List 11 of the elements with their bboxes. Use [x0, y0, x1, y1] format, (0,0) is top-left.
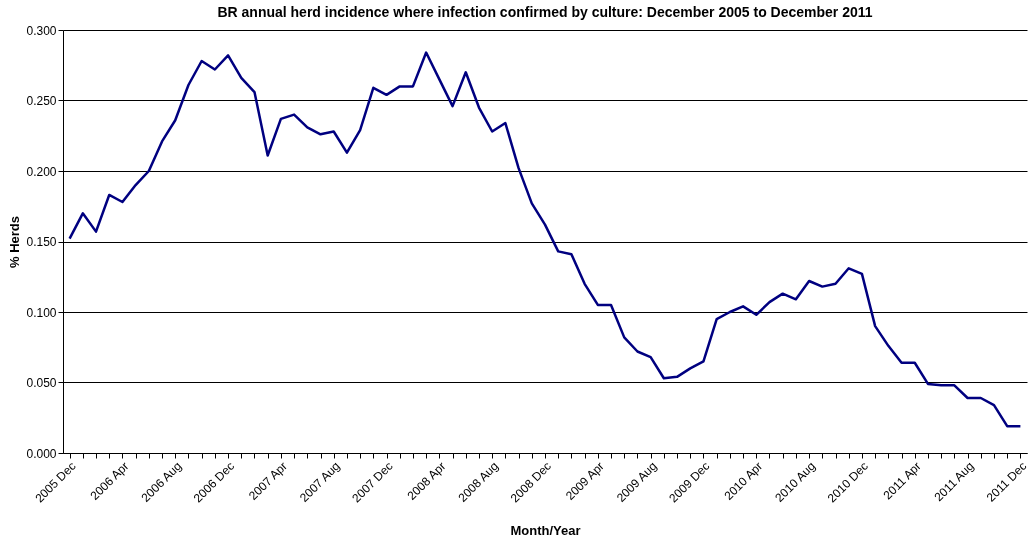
line-series: [68, 51, 1022, 428]
y-tick-label: 0.150: [26, 235, 57, 249]
y-tick-label: 0.100: [26, 305, 57, 320]
chart-title: BR annual herd incidence where infection confirmed by culture: December 2005 to December 2011: [217, 4, 873, 20]
y-tick-label: 0.200: [26, 164, 57, 179]
x-axis-title: Month/Year: [510, 522, 581, 538]
y-tick-label: 0.300: [26, 23, 57, 38]
y-axis-title: % Herds: [7, 215, 23, 269]
y-tick-label: 0.250: [26, 94, 57, 108]
y-tick-label: 0.050: [26, 376, 57, 390]
y-tick-label: 0.000: [26, 446, 57, 461]
